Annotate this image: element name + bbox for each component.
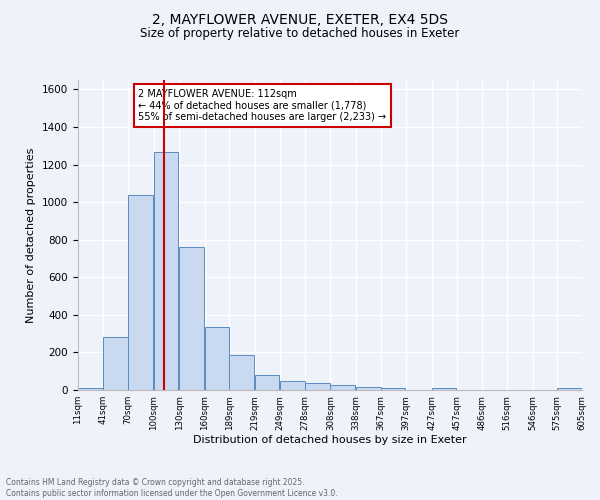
Bar — [305, 384, 329, 390]
X-axis label: Distribution of detached houses by size in Exeter: Distribution of detached houses by size … — [193, 436, 467, 446]
Bar — [154, 152, 178, 390]
Text: 2 MAYFLOWER AVENUE: 112sqm
← 44% of detached houses are smaller (1,778)
55% of s: 2 MAYFLOWER AVENUE: 112sqm ← 44% of deta… — [139, 90, 386, 122]
Bar — [331, 386, 355, 390]
Text: Contains HM Land Registry data © Crown copyright and database right 2025.
Contai: Contains HM Land Registry data © Crown c… — [6, 478, 338, 498]
Bar — [78, 388, 103, 390]
Bar — [356, 387, 380, 390]
Y-axis label: Number of detached properties: Number of detached properties — [26, 148, 37, 322]
Bar — [557, 388, 582, 390]
Bar — [128, 194, 153, 390]
Bar — [255, 375, 280, 390]
Bar — [431, 388, 456, 390]
Bar — [280, 380, 305, 390]
Bar — [103, 338, 128, 390]
Bar — [205, 327, 229, 390]
Bar — [229, 355, 254, 390]
Text: 2, MAYFLOWER AVENUE, EXETER, EX4 5DS: 2, MAYFLOWER AVENUE, EXETER, EX4 5DS — [152, 12, 448, 26]
Bar — [179, 247, 204, 390]
Text: Size of property relative to detached houses in Exeter: Size of property relative to detached ho… — [140, 28, 460, 40]
Bar — [380, 388, 405, 390]
